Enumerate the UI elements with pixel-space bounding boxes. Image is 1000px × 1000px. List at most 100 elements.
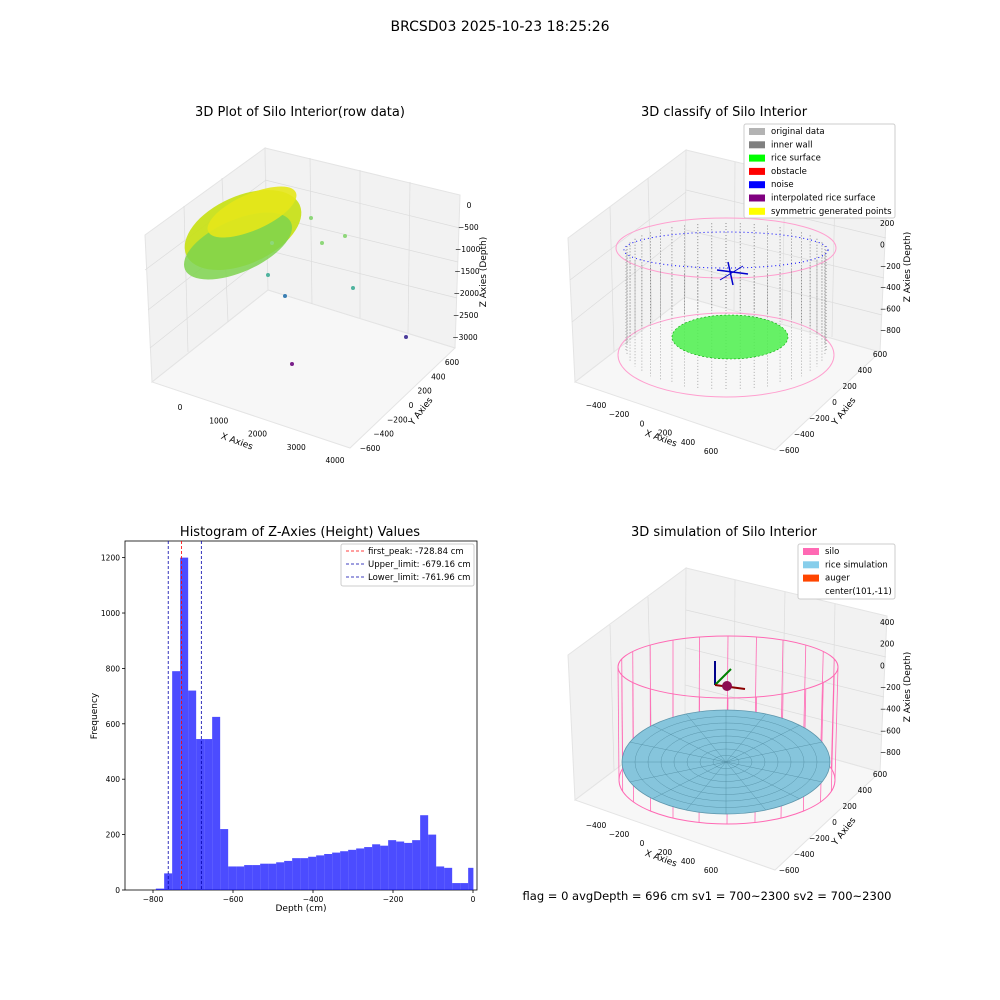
classify-legend-swatch-5 bbox=[749, 194, 765, 202]
simulation-silo-top bbox=[617, 635, 839, 699]
classify-z-label: Z Axies (Depth) bbox=[903, 232, 913, 303]
simulation-z-tick-1: 200 bbox=[880, 640, 895, 649]
classify-rice-surface-mesh bbox=[671, 314, 789, 360]
histogram-legend-label-2: Lower_limit: -761.96 cm bbox=[368, 573, 470, 583]
raw-y-tick-1: 400 bbox=[431, 372, 446, 381]
raw-title: 3D Plot of Silo Interior(row data) bbox=[195, 105, 405, 120]
histogram-title: Histogram of Z-Axies (Height) Values bbox=[180, 525, 420, 540]
raw-x-tick-3: 3000 bbox=[287, 443, 306, 452]
histogram-y-tick-5: 1000 bbox=[101, 609, 120, 618]
simulation-mesh-spoke bbox=[686, 761, 727, 811]
histogram-bar bbox=[396, 841, 405, 890]
histogram-bar bbox=[412, 840, 421, 890]
simulation-silo-line bbox=[834, 666, 839, 781]
classify-legend-label-2: rice surface bbox=[771, 154, 821, 164]
raw-z-tick-4: −2000 bbox=[454, 289, 480, 298]
raw-y-ticks: 600 400 200 0−200 −400 −600 bbox=[360, 358, 460, 453]
simulation-z-label: Z Axies (Depth) bbox=[903, 652, 913, 723]
histogram-x-ticks: −800 −600 −400 −200 0 bbox=[143, 890, 476, 904]
raw-x-ticks: 0 1000 2000 3000 4000 bbox=[178, 403, 345, 465]
histogram-panel: Histogram of Z-Axies (Height) Values −80… bbox=[90, 525, 478, 914]
classify-y-tick-3: 0 bbox=[832, 398, 837, 407]
simulation-mesh-spoke bbox=[629, 741, 727, 763]
raw-x-tick-0: 0 bbox=[178, 403, 183, 412]
histogram-bar bbox=[468, 867, 474, 890]
histogram-bar bbox=[172, 671, 181, 890]
simulation-mesh-spoke bbox=[652, 725, 727, 763]
classify-x-ticks: −400−200 0 200 400 600 bbox=[586, 401, 719, 456]
simulation-z-tick-6: −800 bbox=[880, 748, 901, 757]
raw-x-tick-2: 2000 bbox=[248, 430, 267, 439]
classify-x-tick-5: 600 bbox=[704, 447, 719, 456]
classify-legend-swatch-0 bbox=[749, 128, 765, 135]
histogram-y-tick-3: 600 bbox=[106, 720, 121, 729]
figure-suptitle: BRCSD03 2025-10-23 18:25:26 bbox=[390, 19, 609, 35]
classify-legend-label-0: original data bbox=[771, 127, 825, 137]
simulation-x-tick-2: 0 bbox=[640, 839, 645, 848]
histogram-y-tick-1: 200 bbox=[106, 831, 121, 840]
histogram-y-tick-6: 1200 bbox=[101, 554, 120, 563]
classify-y-tick-0: 600 bbox=[873, 350, 888, 359]
histogram-legend-frame bbox=[340, 543, 475, 587]
histogram-x-tick-0: −800 bbox=[143, 895, 164, 904]
classify-legend-swatch-4 bbox=[749, 181, 765, 189]
histogram-bar bbox=[372, 844, 381, 890]
raw-y-tick-2: 200 bbox=[418, 387, 433, 396]
raw-z-tick-0: 0 bbox=[467, 201, 472, 210]
simulation-mesh-spoke bbox=[725, 761, 766, 811]
histogram-y-tick-2: 400 bbox=[106, 775, 121, 784]
raw-z-ticks: 0 −500 −1000 −1500 −2000 −2500 −3000 bbox=[452, 201, 480, 342]
histogram-bar bbox=[212, 716, 221, 890]
classify-title: 3D classify of Silo Interior bbox=[641, 105, 808, 120]
simulation-mesh-spoke bbox=[725, 761, 823, 783]
histogram-bar bbox=[196, 739, 205, 890]
histogram-bar bbox=[276, 862, 285, 890]
raw-point-cloud-shadow bbox=[183, 212, 293, 280]
histogram-bar bbox=[444, 867, 453, 890]
simulation-legend-frame bbox=[797, 543, 896, 600]
simulation-legend-swatch-1 bbox=[803, 561, 819, 569]
classify-y-tick-4: −200 bbox=[809, 414, 830, 423]
classify-legend-label-1: inner wall bbox=[771, 140, 812, 150]
classify-z-ticks: 200 0 −200 −400 −600 −800 bbox=[880, 219, 901, 335]
histogram-bar bbox=[340, 851, 349, 890]
classify-z-tick-3: −400 bbox=[880, 283, 901, 292]
raw-x-tick-4: 4000 bbox=[325, 456, 344, 465]
classify-noise-ring bbox=[623, 231, 829, 269]
histogram-bar bbox=[420, 815, 429, 890]
simulation-auger-center bbox=[722, 681, 732, 691]
histogram-bar bbox=[204, 739, 213, 890]
raw-z-tick-5: −2500 bbox=[453, 311, 479, 320]
simulation-mesh-spoke bbox=[629, 761, 727, 783]
histogram-bar bbox=[324, 853, 333, 890]
simulation-silo-line bbox=[830, 675, 835, 792]
classify-y-tick-2: 200 bbox=[843, 382, 858, 391]
raw-z-tick-2: −1000 bbox=[455, 245, 481, 254]
simulation-y-tick-5: −400 bbox=[794, 850, 815, 859]
simulation-y-tick-4: −200 bbox=[809, 834, 830, 843]
histogram-bar bbox=[252, 865, 261, 890]
simulation-y-tick-3: 0 bbox=[832, 818, 837, 827]
histogram-x-tick-4: 0 bbox=[471, 895, 476, 904]
histogram-bar bbox=[188, 690, 197, 890]
raw-y-tick-4: −200 bbox=[387, 415, 408, 424]
classify-legend-label-4: noise bbox=[771, 180, 794, 190]
simulation-x-tick-3: 200 bbox=[658, 848, 673, 857]
simulation-y-tick-2: 200 bbox=[843, 802, 858, 811]
classify-legend-frame bbox=[743, 123, 896, 219]
histogram-bar bbox=[260, 863, 269, 890]
classify-y-tick-6: −600 bbox=[779, 446, 800, 455]
simulation-x-tick-0: −400 bbox=[586, 821, 607, 830]
simulation-z-tick-5: −600 bbox=[880, 726, 901, 735]
simulation-mesh-spoke bbox=[725, 741, 823, 763]
simulation-z-tick-2: 0 bbox=[880, 661, 885, 670]
histogram-bar bbox=[316, 855, 325, 890]
histogram-y-label: Frequency bbox=[90, 692, 100, 739]
histogram-x-tick-3: −200 bbox=[383, 895, 404, 904]
classify-legend-label-6: symmetric generated points bbox=[771, 207, 892, 217]
simulation-auger bbox=[714, 661, 746, 691]
raw-y-tick-0: 600 bbox=[445, 358, 460, 367]
histogram-reference-lines bbox=[167, 541, 202, 890]
